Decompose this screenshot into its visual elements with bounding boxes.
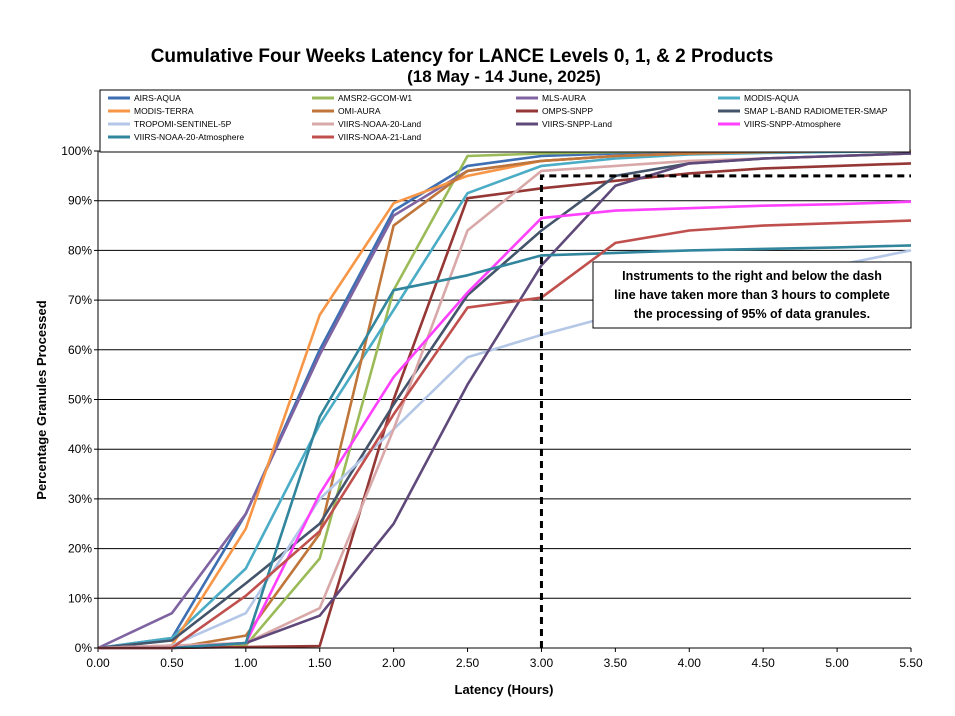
x-axis-ticks: 0.00 0.50 1.00 1.50 2.00 2.50 3.00 3.50 4.00 4.50… — [86, 648, 923, 670]
legend-label-omps-snpp: OMPS-SNPP — [542, 106, 593, 116]
x-tick-label: 3.50 — [604, 656, 628, 670]
series-line-viirs-noaa-20-land — [97, 152, 912, 650]
y-tick-label: 40% — [68, 442, 92, 456]
legend-label-tropomi-sentinel-5p: TROPOMI-SENTINEL-5P — [134, 119, 232, 129]
series-line-viirs-noaa-21-land — [98, 219, 912, 650]
legend-label-omi-aura: OMI-AURA — [338, 106, 381, 116]
legend-label-viirs-snpp-land: VIIRS-SNPP-Land — [542, 119, 612, 129]
x-tick-label: 1.00 — [234, 656, 258, 670]
legend-box — [99, 89, 911, 153]
legend-label-modis-terra: MODIS-TERRA — [134, 106, 194, 116]
legend-label-viirs-snpp-atmosphere: VIIRS-SNPP-Atmosphere — [744, 119, 841, 129]
series-line-viirs-snpp-land — [98, 152, 912, 650]
legend-label-modis-aqua: MODIS-AQUA — [744, 93, 799, 103]
series-line-smap-l-band-radiometer-smap — [97, 152, 912, 650]
legend-label-viirs-noaa-21-land: VIIRS-NOAA-21-Land — [338, 132, 421, 142]
x-tick-label: 2.00 — [382, 656, 406, 670]
y-tick-label: 90% — [68, 194, 92, 208]
y-tick-label: 80% — [68, 243, 92, 257]
chart-subtitle: (18 May - 14 June, 2025) — [407, 67, 601, 86]
y-tick-label: 20% — [68, 542, 92, 556]
x-tick-label: 4.50 — [752, 656, 776, 670]
x-tick-label: 1.50 — [308, 656, 332, 670]
annotation-line-1: Instruments to the right and below the d… — [622, 269, 882, 283]
annotation-line-3: the processing of 95% of data granules. — [634, 307, 870, 321]
y-tick-label: 10% — [68, 591, 92, 605]
reference-dash — [539, 174, 911, 648]
x-tick-label: 5.00 — [825, 656, 849, 670]
y-axis-label: Percentage Granules Processed — [34, 300, 49, 499]
x-tick-label: 4.00 — [678, 656, 702, 670]
x-axis-label: Latency (Hours) — [455, 682, 554, 697]
reference-dash-line — [539, 174, 911, 648]
legend: AIRS-AQUA AMSR2-GCOM-W1 MLS-AURA MODIS-AQUA… — [108, 93, 888, 142]
annotation-box: Instruments to the right and below the d… — [592, 261, 912, 329]
legend-label-amsr2-gcom-w1: AMSR2-GCOM-W1 — [338, 93, 412, 103]
legend-label-viirs-noaa-20-atmosphere: VIIRS-NOAA-20-Atmosphere — [134, 132, 244, 142]
series-line-omps-snpp — [98, 162, 912, 650]
y-tick-label: 100% — [61, 144, 92, 158]
y-tick-label: 60% — [68, 343, 92, 357]
x-tick-label: 3.00 — [530, 656, 554, 670]
x-tick-label: 0.00 — [86, 656, 110, 670]
legend-label-airs-aqua: AIRS-AQUA — [134, 93, 181, 103]
series-line-viirs-noaa-20-atmosphere — [98, 244, 912, 650]
chart-title: Cumulative Four Weeks Latency for LANCE … — [151, 46, 774, 67]
x-tick-label: 2.50 — [456, 656, 480, 670]
annotation-line-2: line have taken more than 3 hours to com… — [614, 288, 890, 302]
y-tick-label: 0% — [75, 641, 93, 655]
y-tick-label: 30% — [68, 492, 92, 506]
legend-label-mls-aura: MLS-AURA — [542, 93, 586, 103]
x-tick-label: 5.50 — [899, 656, 923, 670]
y-tick-label: 70% — [68, 293, 92, 307]
x-tick-label: 0.50 — [160, 656, 184, 670]
legend-label-viirs-noaa-20-land: VIIRS-NOAA-20-Land — [338, 119, 421, 129]
legend-label-smap-l-band-radiometer-smap: SMAP L-BAND RADIOMETER-SMAP — [744, 106, 888, 116]
y-tick-label: 50% — [68, 393, 92, 407]
y-axis-ticks: 0% 10% 20% 30% 40% 50% 60% 70% 80% 90% 100% — [61, 144, 98, 655]
